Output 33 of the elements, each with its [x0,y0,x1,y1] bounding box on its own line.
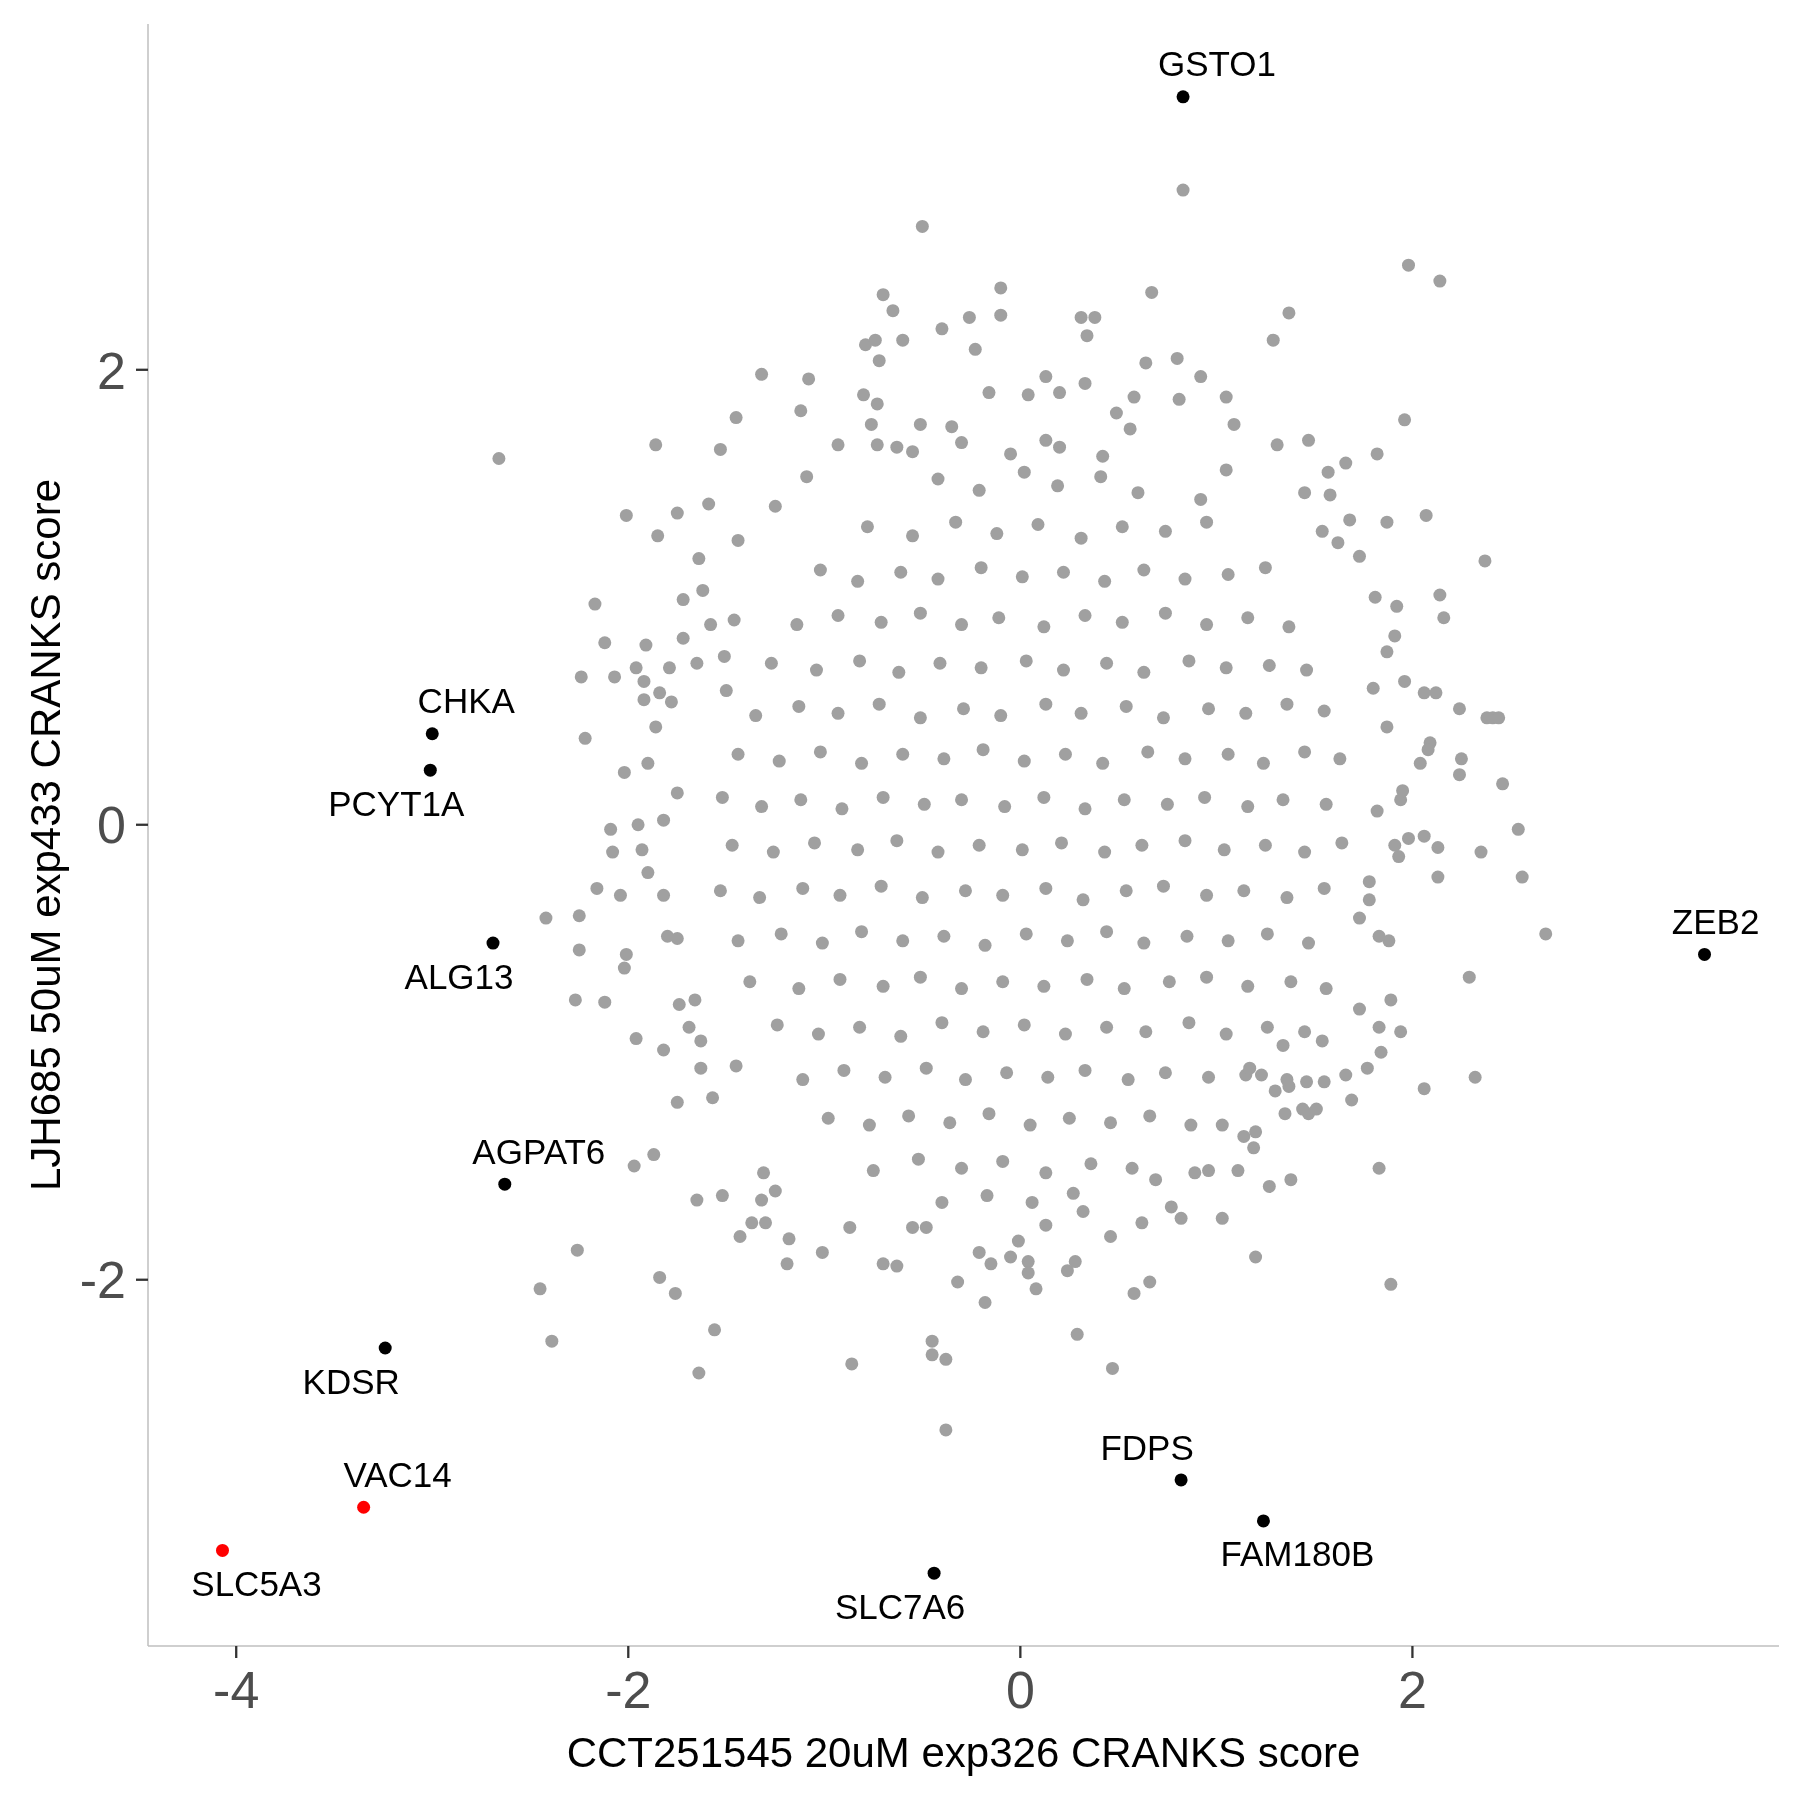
point [486,936,500,950]
annotation: ZEB2 [1671,902,1760,942]
x-axis-title: CCT251545 20uM exp326 CRANKS score [566,1729,1361,1776]
annotation: FAM180B [1220,1534,1375,1574]
y-tick-label: -2 [79,1251,126,1310]
x-tick-label: 0 [1005,1661,1035,1719]
point [425,727,439,741]
annotation: ALG13 [404,956,514,996]
point [1176,90,1190,104]
annotation: SLC5A3 [191,1564,322,1604]
x-tick-label: 2 [1397,1661,1427,1719]
x-tick-label: -4 [213,1661,260,1719]
point [927,1566,941,1580]
y-tick-label: 0 [97,796,126,855]
x-tick-label: -2 [605,1661,652,1719]
annotation: FDPS [1100,1427,1194,1467]
annotation: SLC7A6 [834,1586,966,1626]
point [1698,947,1712,961]
point [1256,1514,1270,1528]
annotation: KDSR [302,1361,400,1401]
point [1174,1473,1188,1487]
y-axis-title: LJH685 50uM exp433 CRANKS score [22,478,69,1192]
point [378,1341,392,1355]
annotation: GSTO1 [1158,44,1277,84]
point [215,1543,229,1557]
annotation: PCYT1A [328,783,466,823]
annotation: VAC14 [343,1454,452,1494]
point [423,763,437,777]
point [498,1177,512,1191]
annotation: CHKA [417,681,516,721]
annotation: AGPAT6 [472,1131,606,1171]
y-tick-label: 2 [97,341,126,400]
point [357,1500,371,1514]
